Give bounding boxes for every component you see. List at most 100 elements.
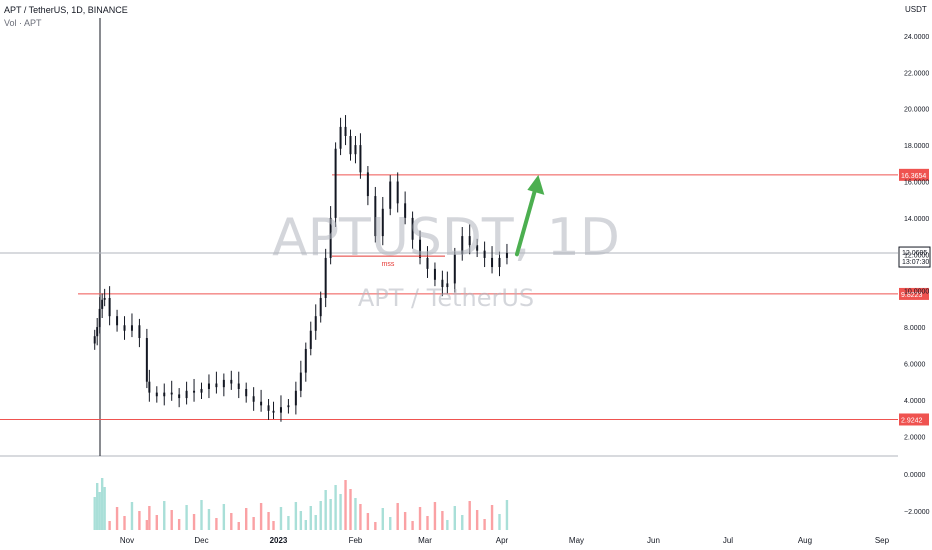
watermark-symbol: APTUSDT, 1D	[272, 208, 620, 268]
candle-body	[279, 407, 282, 413]
volume-bar	[433, 502, 437, 530]
volume-bar	[354, 498, 357, 530]
candle-body	[339, 126, 342, 149]
candle-body	[404, 203, 407, 218]
volume-bar	[374, 522, 377, 530]
candle-body	[319, 297, 322, 317]
time-tick-label: Dec	[194, 536, 208, 545]
volume-bar	[334, 485, 337, 530]
candle-body	[272, 410, 275, 413]
price-tick-label: 16.0000	[904, 180, 929, 187]
candle-body	[193, 390, 196, 393]
volume-bar	[453, 506, 456, 530]
volume-bar	[185, 505, 188, 530]
volume-bar	[314, 515, 317, 530]
candle-body	[200, 388, 203, 393]
annotations[interactable]: mss	[332, 174, 545, 268]
volume-bar	[418, 507, 422, 530]
candle-body	[252, 396, 255, 402]
mss-label: mss	[382, 261, 395, 268]
volume-bar	[304, 520, 307, 530]
time-tick-label: Jul	[723, 536, 733, 545]
candle-body	[163, 392, 166, 397]
candle-body	[354, 145, 357, 155]
volume-bar	[505, 500, 509, 530]
horizontal-levels[interactable]: 16.3654 9.8223 2.9242 12.0695 13:07:30	[0, 18, 931, 456]
candle-body	[215, 383, 218, 388]
price-tick-label: 8.0000	[904, 325, 926, 332]
candle-body	[260, 401, 263, 406]
time-axis[interactable]: Nov Dec 2023 Feb Mar Apr May Jun Jul Aug Sep	[120, 536, 890, 545]
candle-body	[93, 336, 96, 344]
volume-bar	[381, 508, 384, 530]
price-tick-label: 18.0000	[904, 143, 929, 150]
last-price-tag	[898, 246, 931, 268]
candle-body	[101, 299, 104, 309]
time-tick-label: 2023	[270, 536, 288, 545]
candle-body	[309, 330, 312, 349]
candle-body	[207, 383, 210, 389]
volume-bar	[177, 519, 181, 530]
volume-bar	[468, 501, 471, 530]
candle-body	[396, 181, 399, 204]
volume-bar	[148, 506, 151, 530]
volume-bar	[192, 514, 196, 530]
level-price-label: 9.8223	[901, 292, 923, 299]
volume-bar	[490, 505, 494, 530]
price-tick-label: 6.0000	[904, 362, 926, 369]
price-tick-label: 14.0000	[904, 216, 929, 223]
candle-body	[426, 257, 429, 269]
volume-bar	[245, 508, 248, 530]
volume-bar	[98, 492, 101, 530]
volume-bar	[108, 521, 111, 530]
price-axis[interactable]: USDT24.000022.000020.000018.000016.00001…	[904, 5, 930, 516]
volume-bar	[155, 515, 158, 530]
volume-bar	[483, 519, 486, 530]
candle-body	[329, 217, 332, 258]
volume-bar	[252, 517, 255, 530]
candle-body	[148, 381, 151, 393]
volume-bar	[411, 521, 414, 530]
volume-bar	[200, 500, 203, 530]
candle-body	[446, 283, 449, 288]
volume-bar	[230, 513, 233, 530]
time-tick-label: Sep	[875, 536, 890, 545]
candle-body	[98, 308, 101, 328]
volume-bar	[207, 509, 211, 530]
volume-bar	[498, 514, 501, 530]
candle-body	[123, 325, 126, 331]
watermark-name: APT / TetherUS	[357, 284, 535, 312]
time-tick-label: Feb	[349, 536, 363, 545]
volume-bar	[272, 521, 275, 530]
level-price-label: 16.3654	[901, 173, 926, 180]
level-price-tag	[899, 413, 929, 426]
candle-body	[349, 136, 352, 155]
candle-body	[245, 388, 248, 397]
candle-body	[334, 148, 337, 218]
candle-body	[145, 338, 148, 382]
candle-body	[411, 217, 414, 240]
candle-body	[267, 405, 270, 411]
volume-bar	[441, 511, 444, 530]
volume-bar	[359, 504, 362, 530]
time-tick-label: May	[569, 536, 584, 545]
candle-body	[419, 239, 422, 258]
candle-body	[314, 316, 317, 331]
candle-body	[103, 297, 106, 300]
candle-body	[366, 172, 369, 197]
symbol-title[interactable]: APT / TetherUS, 1D, BINANCE	[4, 5, 128, 15]
volume-tick-label: −2.0000	[904, 509, 930, 516]
candle-body	[304, 348, 307, 373]
candle-body	[389, 181, 392, 209]
volume-bar	[138, 511, 141, 530]
volume-indicator-label[interactable]: Vol · APT	[4, 18, 42, 28]
volume-bar	[329, 499, 332, 530]
price-tick-label: 2.0000	[904, 434, 926, 441]
volume-bar	[461, 515, 464, 530]
volume-bar	[215, 518, 218, 530]
candle-body	[178, 394, 181, 399]
candle-body	[287, 405, 290, 408]
volume-bar	[170, 510, 173, 530]
candle-body	[374, 196, 377, 237]
